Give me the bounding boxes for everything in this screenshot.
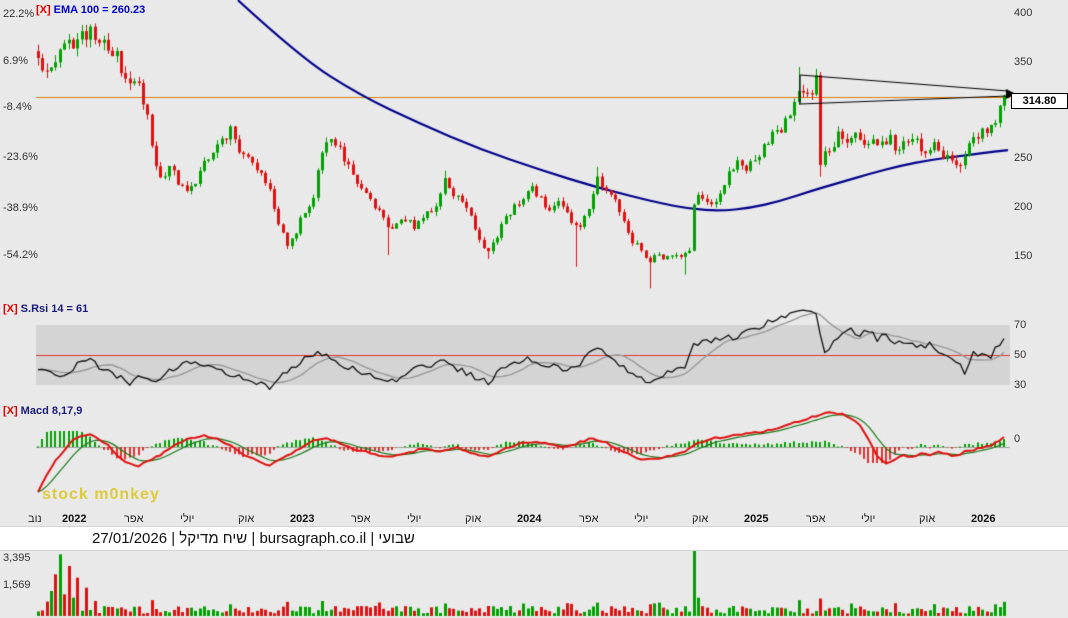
time-tick-label: 2023 bbox=[290, 513, 315, 525]
time-tick-label: אפר bbox=[124, 513, 144, 525]
percent-tick-label: -54.2% bbox=[3, 249, 38, 261]
percent-tick-label: -8.4% bbox=[3, 101, 32, 113]
time-tick-label: 2025 bbox=[744, 513, 769, 525]
macd-close-icon[interactable]: [X] bbox=[3, 405, 18, 417]
macd-label: Macd 8,17,9 bbox=[20, 405, 83, 417]
macd-tick-label: 0 bbox=[1014, 433, 1021, 445]
rsi-tick-label: 70 bbox=[1014, 319, 1027, 331]
percent-tick-label: 22.2% bbox=[3, 8, 35, 20]
percent-tick-label: -23.6% bbox=[3, 151, 38, 163]
macd-indicator: [X] Macd 8,17,9 bbox=[3, 405, 82, 417]
percent-tick-label: 6.9% bbox=[3, 55, 29, 67]
chart-title: שיח מדיקל | 27/01/2026 | bursagraph.co.i… bbox=[92, 530, 415, 547]
price-tick-label: 250 bbox=[1014, 152, 1033, 164]
time-tick-label: 2026 bbox=[971, 513, 996, 525]
time-tick-label: יולי bbox=[180, 513, 195, 525]
time-tick-label: נוב bbox=[28, 513, 42, 525]
time-tick-label: אוק bbox=[919, 513, 936, 525]
time-tick-label: אוק bbox=[465, 513, 482, 525]
rsi-tick-label: 30 bbox=[1014, 379, 1027, 391]
time-tick-label: אפר bbox=[351, 513, 371, 525]
time-tick-label: אפר bbox=[579, 513, 599, 525]
last-price-badge: 314.80 bbox=[1011, 93, 1068, 109]
time-tick-label: אפר bbox=[806, 513, 826, 525]
price-tick-label: 400 bbox=[1014, 7, 1033, 19]
time-tick-label: יולי bbox=[634, 513, 649, 525]
ema-label: EMA 100 = 260.23 bbox=[53, 4, 146, 16]
volume-tick-label: 1,569 bbox=[3, 579, 31, 591]
volume-tick-label: 3,395 bbox=[3, 552, 31, 564]
ema-close-icon[interactable]: [X] bbox=[36, 4, 51, 16]
percent-tick-label: -38.9% bbox=[3, 202, 38, 214]
ema-indicator: [X] EMA 100 = 260.23 bbox=[36, 4, 145, 16]
rsi-label: S.Rsi 14 = 61 bbox=[20, 303, 89, 315]
price-tick-label: 350 bbox=[1014, 56, 1033, 68]
time-tick-label: אוק bbox=[238, 513, 255, 525]
time-tick-label: יולי bbox=[861, 513, 876, 525]
rsi-close-icon[interactable]: [X] bbox=[3, 303, 18, 315]
time-tick-label: אוק bbox=[692, 513, 709, 525]
time-tick-label: יולי bbox=[407, 513, 422, 525]
time-tick-label: 2024 bbox=[517, 513, 542, 525]
title-bar: שיח מדיקל | 27/01/2026 | bursagraph.co.i… bbox=[0, 526, 1068, 551]
rsi-indicator: [X] S.Rsi 14 = 61 bbox=[3, 303, 88, 315]
price-tick-label: 200 bbox=[1014, 201, 1033, 213]
price-tick-label: 150 bbox=[1014, 250, 1033, 262]
rsi-tick-label: 50 bbox=[1014, 349, 1027, 361]
time-tick-label: 2022 bbox=[62, 513, 87, 525]
